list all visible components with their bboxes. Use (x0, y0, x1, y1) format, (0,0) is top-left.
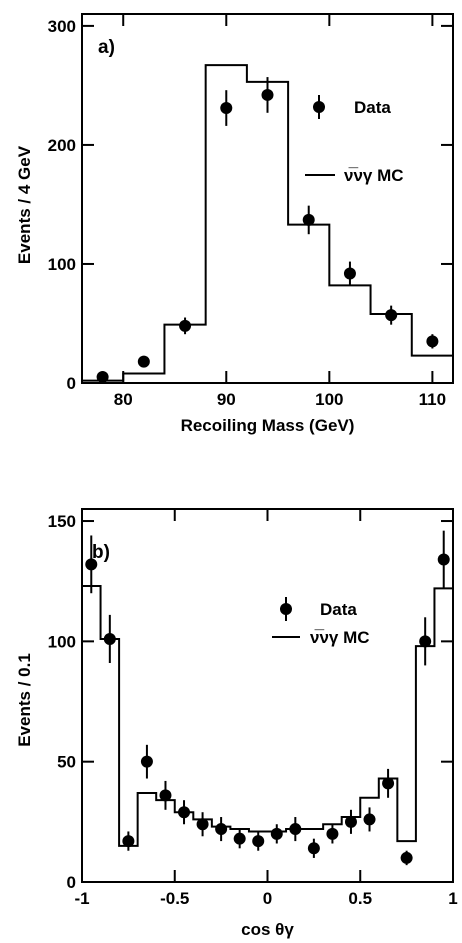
data-point (385, 309, 398, 322)
legend-mc-label: ν̅νγ MC (344, 166, 404, 185)
data-point (233, 832, 246, 845)
data-point (252, 835, 265, 848)
data-point (419, 635, 432, 648)
data-point (426, 335, 439, 348)
legend-data-label: Data (320, 600, 357, 619)
x-axis-title: Recoiling Mass (GeV) (181, 416, 355, 435)
chart-panel-a: 80 90 100 110 0 100 200 300 Recoiling Mass (GeV)… (15, 13, 454, 435)
data-point (400, 851, 413, 864)
y-tick-label: 100 (48, 255, 76, 274)
x-tick-label: -0.5 (160, 889, 189, 908)
data-point (437, 553, 450, 566)
legend-data-marker (313, 101, 325, 113)
y-axis-title: Events / 4 GeV (15, 145, 34, 264)
data-point (122, 835, 135, 848)
y-tick-label: 0 (67, 873, 76, 892)
data-point (137, 355, 150, 368)
data-point (261, 88, 274, 101)
y-tick-label: 300 (48, 17, 76, 36)
legend-data-label: Data (354, 98, 391, 117)
x-tick-label: 110 (419, 390, 446, 409)
chart-panel-b: -1 -0.5 0 0.5 1 0 50 100 150 cos θγ Events / 0.1 b)… (15, 508, 458, 939)
plot-frame (81, 13, 454, 384)
data-point (140, 755, 153, 768)
x-tick-label: 80 (114, 390, 133, 409)
y-tick-label: 150 (48, 512, 76, 531)
x-tick-label: -1 (74, 889, 89, 908)
data-point (85, 558, 98, 571)
data-point (326, 827, 339, 840)
data-point (307, 842, 320, 855)
legend-mc-label: ν̅νγ MC (310, 628, 370, 647)
data-point (302, 213, 315, 226)
x-tick-label: 100 (315, 390, 343, 409)
data-point (215, 823, 228, 836)
x-axis-title: cos θγ (241, 920, 294, 939)
x-tick-label: 1 (448, 889, 457, 908)
data-point (159, 789, 172, 802)
y-tick-label: 200 (48, 136, 76, 155)
x-tick-label: 90 (217, 390, 236, 409)
data-point (220, 102, 233, 115)
x-tick-label: 0.5 (348, 889, 372, 908)
panel-label: a) (98, 37, 115, 58)
data-point (179, 319, 192, 332)
panel-label: b) (92, 542, 110, 563)
data-point (343, 267, 356, 280)
data-point (382, 777, 395, 790)
data-point (96, 371, 109, 384)
data-point (289, 823, 302, 836)
legend-data-marker (280, 603, 292, 615)
data-point (270, 827, 283, 840)
data-point (178, 806, 191, 819)
mc-histogram-line (82, 585, 453, 847)
data-point (196, 818, 209, 831)
data-point (103, 632, 116, 645)
data-point (363, 813, 376, 826)
y-tick-label: 100 (48, 632, 76, 651)
y-tick-label: 0 (67, 374, 76, 393)
x-tick-label: 0 (263, 889, 272, 908)
data-point (344, 815, 357, 828)
y-tick-label: 50 (57, 753, 76, 772)
y-axis-title: Events / 0.1 (15, 653, 34, 747)
